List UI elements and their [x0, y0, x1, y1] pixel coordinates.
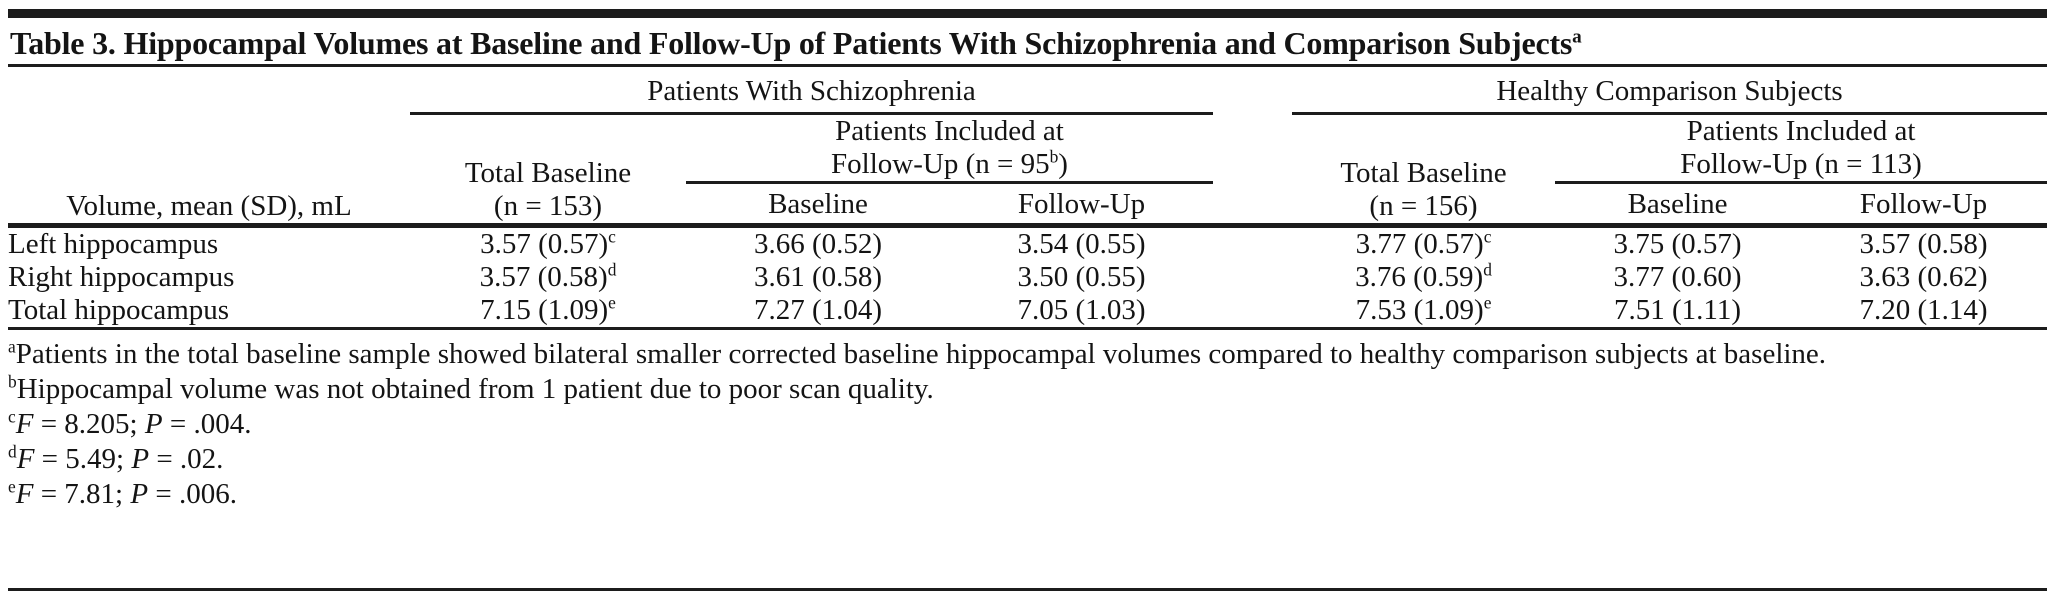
col-header-total-baseline-sz: Total Baseline (n = 153)	[464, 157, 632, 222]
cell-value: 3.57 (0.58)	[1859, 228, 1988, 260]
followup-n-footnote-marker: b	[1049, 146, 1059, 167]
col-header-followup-sz: Follow-Up	[1017, 188, 1146, 220]
table-row: Total hippocampus 7.15 (1.09)e 7.27 (1.0…	[8, 294, 2047, 329]
stub-header: Volume, mean (SD), mL	[66, 190, 352, 222]
table-title-text: Table 3. Hippocampal Volumes at Baseline…	[10, 25, 1573, 61]
cell-footnote-marker: c	[608, 226, 616, 247]
cell-footnote-marker: e	[608, 292, 616, 313]
footnote-marker: e	[8, 476, 16, 497]
footnote-b: bHippocampal volume was not obtained fro…	[8, 371, 934, 405]
footnote-e: eF = 7.81; P = .006.	[8, 476, 237, 510]
cell-footnote-marker: d	[607, 259, 617, 280]
col-header-baseline-hc: Baseline	[1627, 188, 1728, 220]
header-col-row: Baseline Follow-Up Baseline Follow-Up	[8, 183, 2047, 226]
cell-value: 3.54 (0.55)	[1017, 228, 1146, 260]
footnotes-block: aPatients in the total baseline sample s…	[8, 330, 2003, 512]
cell-value: 3.77 (0.57)c	[1355, 226, 1492, 260]
footnote-marker: a	[8, 336, 16, 357]
cell-value: 3.63 (0.62)	[1859, 261, 1988, 293]
cell-value: 3.66 (0.52)	[753, 228, 883, 260]
cell-footnote-marker: c	[1483, 226, 1492, 247]
row-label-left-hippocampus: Left hippocampus	[8, 228, 219, 260]
table-title: Table 3. Hippocampal Volumes at Baseline…	[8, 18, 2047, 67]
subgroup-header-followup-hc: Patients Included at Follow-Up (n = 113)	[1555, 113, 2048, 184]
hippocampal-volumes-table: Patients With Schizophrenia Healthy Comp…	[8, 67, 2048, 330]
table-row: Left hippocampus 3.57 (0.57)c 3.66 (0.52…	[8, 226, 2047, 262]
row-label-right-hippocampus: Right hippocampus	[8, 261, 235, 293]
group-gap	[1213, 261, 1292, 294]
col-header-total-baseline-hc: Total Baseline (n = 156)	[1340, 157, 1507, 222]
group-gap	[1213, 114, 1292, 226]
group-gap	[1213, 67, 1292, 114]
cell-value: 3.57 (0.58)d	[479, 259, 617, 293]
footnote-marker: d	[8, 441, 17, 462]
col-header-followup-hc: Follow-Up	[1859, 188, 1988, 220]
cell-value: 7.15 (1.09)e	[480, 292, 616, 326]
table-title-footnote-marker: a	[1572, 26, 1582, 48]
col-header-baseline-sz: Baseline	[768, 188, 868, 220]
cell-value: 7.20 (1.14)	[1859, 294, 1988, 326]
cell-value: 3.75 (0.57)	[1613, 228, 1742, 260]
cell-value: 3.76 (0.59)d	[1355, 259, 1492, 293]
stub-spacer	[8, 67, 410, 114]
subgroup-header-followup-sz: Patients Included at Follow-Up (n = 95b)	[686, 113, 1214, 184]
group-gap	[1213, 226, 1292, 262]
footnote-c: cF = 8.205; P = .004.	[8, 406, 252, 440]
cell-value: 3.61 (0.58)	[753, 261, 883, 293]
footnote-d: dF = 5.49; P = .02.	[8, 441, 224, 475]
top-rule	[8, 9, 2047, 18]
footnote-marker: b	[8, 371, 17, 392]
group-header-comparison: Healthy Comparison Subjects	[1292, 67, 2048, 115]
group-header-schizophrenia: Patients With Schizophrenia	[410, 67, 1214, 115]
bottom-rule	[8, 588, 2047, 591]
cell-value: 3.77 (0.60)	[1613, 261, 1742, 293]
table-row: Right hippocampus 3.57 (0.58)d 3.61 (0.5…	[8, 261, 2047, 294]
cell-value: 7.53 (1.09)e	[1355, 292, 1492, 326]
cell-value: 7.05 (1.03)	[1017, 294, 1146, 326]
footnote-a: aPatients in the total baseline sample s…	[8, 336, 1827, 370]
header-sub-row: Volume, mean (SD), mL Total Baseline (n =…	[8, 113, 2048, 222]
cell-footnote-marker: d	[1483, 259, 1492, 280]
header-group-row: Patients With Schizophrenia Healthy Comp…	[8, 67, 2048, 115]
cell-value: 7.51 (1.11)	[1614, 294, 1742, 326]
cell-value: 7.27 (1.04)	[753, 294, 883, 326]
cell-footnote-marker: e	[1483, 292, 1492, 313]
footnote-marker: c	[8, 406, 16, 427]
row-label-total-hippocampus: Total hippocampus	[8, 294, 230, 326]
cell-value: 3.57 (0.57)c	[480, 226, 616, 260]
group-gap	[1213, 294, 1292, 329]
cell-value: 3.50 (0.55)	[1017, 261, 1146, 293]
